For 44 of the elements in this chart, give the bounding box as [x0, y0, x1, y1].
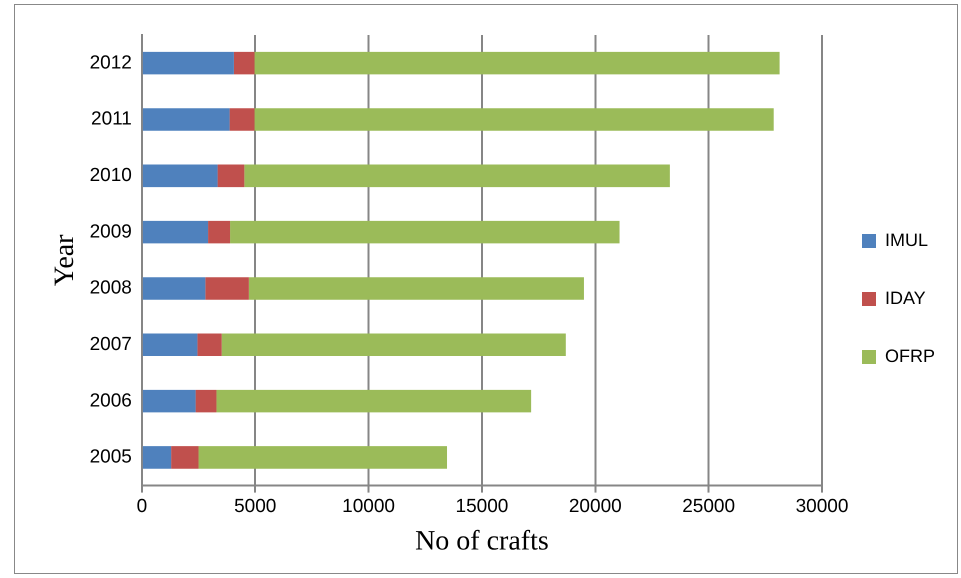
x-tick-label: 25000 [682, 496, 736, 518]
bar [197, 334, 222, 356]
bar [205, 277, 249, 300]
x-tick-label: 20000 [568, 496, 622, 518]
y-tick-label: 2012 [90, 52, 132, 74]
x-tick-label: 10000 [342, 496, 395, 518]
legend-label: OFRP [885, 346, 936, 366]
bar [142, 390, 196, 412]
y-axis-title: Year [49, 234, 80, 286]
legend-label: IDAY [885, 288, 926, 308]
bar [142, 108, 230, 131]
bar [142, 446, 172, 469]
bar [196, 390, 216, 412]
y-tick-label: 2008 [90, 278, 132, 299]
bar [234, 52, 255, 74]
x-axis-title: No of crafts [415, 526, 549, 557]
bar [142, 334, 198, 356]
bar [142, 164, 218, 188]
bar [208, 220, 230, 244]
y-tick-label: 2006 [90, 390, 132, 412]
bar [230, 108, 255, 131]
y-tick-label: 2009 [90, 221, 132, 242]
bar [142, 220, 208, 244]
bar [244, 164, 670, 188]
bar [222, 334, 566, 356]
y-tick-label: 2010 [90, 165, 132, 186]
x-tick-label: 30000 [796, 496, 848, 518]
bar [254, 52, 780, 74]
legend-label: IMUL [885, 230, 928, 250]
x-tick-label: 0 [136, 496, 148, 518]
bar [142, 52, 234, 74]
x-tick-label: 15000 [456, 496, 508, 518]
bar [171, 446, 199, 469]
bar [142, 277, 206, 300]
bar [230, 220, 620, 244]
y-tick-label: 2011 [91, 108, 132, 130]
bar [248, 277, 584, 300]
y-tick-label: 2007 [90, 334, 132, 356]
y-tick-label: 2005 [90, 446, 132, 468]
bar [254, 108, 774, 131]
x-tick-label: 5000 [234, 496, 276, 518]
bar [218, 164, 244, 188]
bar [216, 390, 532, 412]
bar [198, 446, 448, 469]
